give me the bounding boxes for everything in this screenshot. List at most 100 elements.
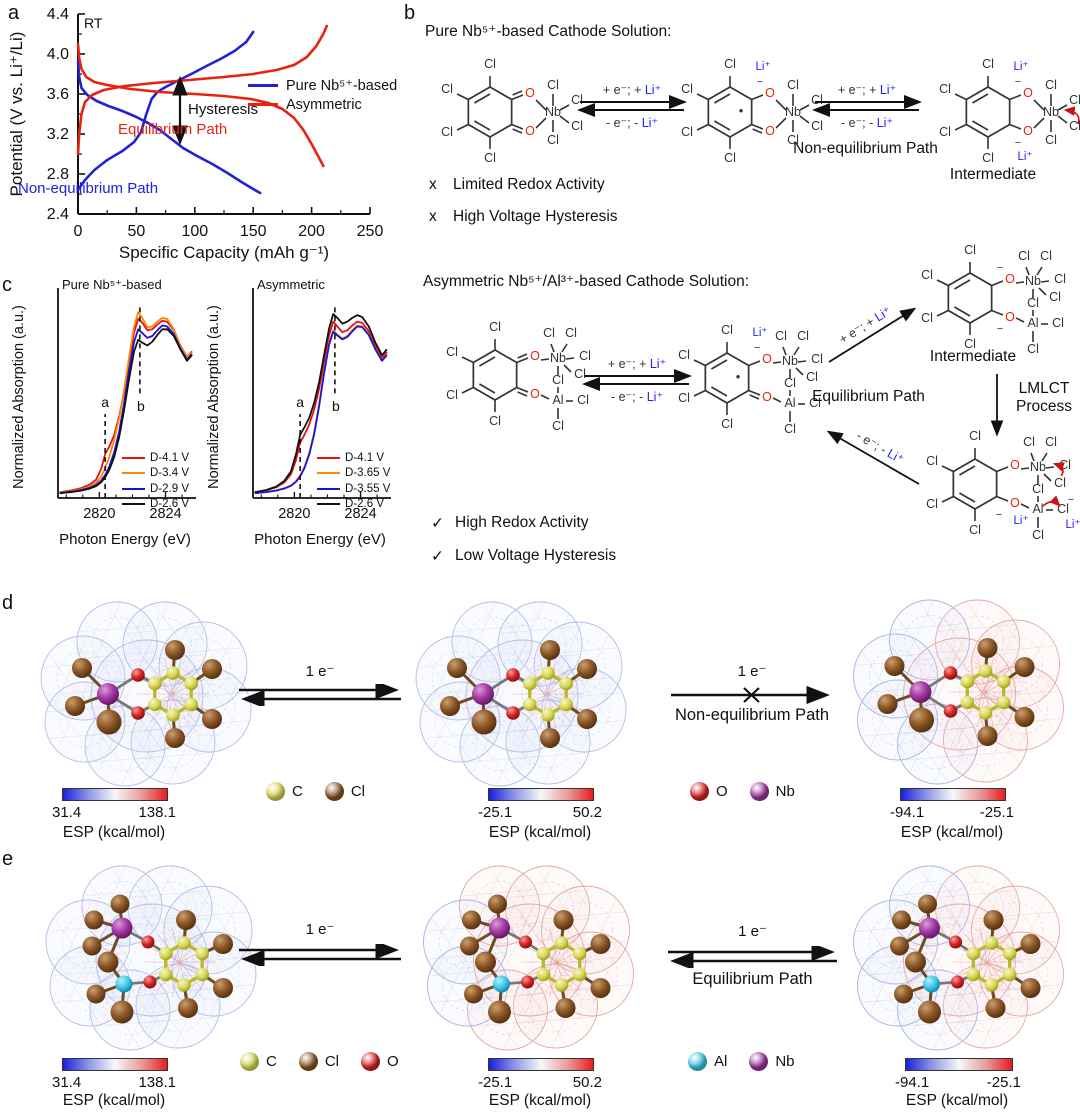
esp-ring	[971, 677, 1000, 707]
mesh-inner	[56, 651, 110, 705]
ring-bond	[952, 458, 976, 473]
atom-O	[143, 975, 157, 989]
esp-ring	[158, 679, 188, 709]
mesh-chord	[53, 637, 87, 707]
atom-label-cl: Cl	[547, 133, 559, 147]
ring-bond	[947, 309, 971, 324]
atom-Cl	[178, 998, 198, 1018]
atom-label-cl: Cl	[489, 414, 501, 428]
esp-molecule-d-neutral	[415, 601, 627, 787]
bond	[799, 115, 810, 124]
mesh-chord	[526, 965, 560, 1035]
atom-Nb	[97, 683, 119, 705]
atom-Nb	[919, 917, 940, 939]
atom-O	[951, 975, 964, 989]
bond	[954, 123, 967, 131]
atom-label-minus: −	[997, 323, 1003, 335]
legend-item-C: C	[240, 1052, 277, 1071]
mesh-chord	[901, 601, 934, 668]
atom-C	[984, 978, 999, 992]
mesh-blob	[76, 601, 158, 683]
atom-label-li: Li⁺	[1013, 61, 1028, 73]
atom-label-nb: Nb	[1030, 460, 1046, 474]
legend-swatch	[122, 472, 145, 475]
d-arrow1-label: 1 e⁻	[305, 663, 335, 680]
mesh-chord	[431, 918, 477, 982]
bond	[1015, 281, 1025, 284]
atom-O	[943, 666, 958, 680]
atom-label-al: Al	[1032, 502, 1043, 516]
atom-Cl	[890, 936, 909, 956]
atom-label-cl: Cl	[681, 125, 693, 139]
series-Pure Nb⁵⁺-based discharge	[76, 59, 262, 195]
atom-label-cl: Cl	[982, 57, 994, 71]
cbar-max: -25.1	[979, 804, 1014, 821]
atom-Cl	[202, 659, 222, 679]
atom-label-minus: −	[1068, 494, 1074, 506]
atom-Cl	[540, 728, 560, 748]
mesh-chord	[550, 686, 595, 750]
atom-Cl	[165, 728, 185, 748]
checklist-mark: x	[429, 208, 437, 225]
mesh-chord	[510, 603, 544, 673]
legend-item-Cl: Cl	[324, 782, 365, 801]
mesh-chord	[435, 963, 478, 1024]
mesh-chord	[897, 617, 940, 678]
bond	[793, 346, 800, 356]
atom-sphere-Al	[688, 1052, 707, 1071]
ring-double-bond	[711, 386, 728, 397]
mesh-chord	[1004, 622, 1051, 689]
legend-row: D-2.6 V	[317, 497, 390, 513]
x-tick-label: 0	[74, 223, 83, 240]
mesh-chord	[62, 947, 94, 1014]
mesh-chord	[457, 948, 500, 1009]
atom-O	[949, 935, 962, 949]
bond	[516, 386, 529, 393]
ring-bond	[729, 86, 753, 101]
mesh-blob	[135, 963, 221, 1049]
atom-C	[184, 676, 198, 691]
molecule-asym	[423, 865, 634, 1051]
mesh-chord	[513, 884, 559, 948]
ring-bond	[467, 123, 491, 138]
mesh-chord	[130, 890, 207, 898]
arrow	[826, 430, 920, 485]
atom-label-cl: Cl	[809, 396, 821, 410]
mesh-blob	[943, 963, 1028, 1049]
mesh-chord	[905, 721, 948, 782]
atom-Cl	[590, 934, 611, 954]
bond	[1041, 452, 1048, 462]
xas-chart-pure: 2820 2824 a b Pure Nb⁵⁺-based Photon Energy (…	[11, 277, 196, 548]
atom-sphere-O	[690, 782, 709, 801]
d-colorbar-2	[488, 788, 594, 801]
ring-bond	[467, 86, 491, 101]
panel-label-a: a	[8, 2, 20, 24]
ring-bond	[987, 123, 1011, 138]
backward-arrow-label: - e⁻; - Li⁺	[611, 390, 663, 404]
mesh-chord	[943, 884, 989, 948]
legend-label: Asymmetric	[286, 96, 362, 113]
atom-Cl	[213, 978, 233, 998]
atom-Cl	[553, 910, 574, 930]
double-bond	[752, 128, 763, 134]
mesh-chord	[865, 963, 908, 1024]
esp-ring	[533, 679, 563, 709]
esp-spoke	[179, 961, 203, 991]
y-tick-label: 4.4	[47, 6, 69, 23]
panel-b-reaction-schemes: Cl Cl Cl Cl O O Nb Cl Cl Cl Cl + e⁻; + Li⁺ - e⁻; - L…	[395, 0, 1080, 590]
bond	[511, 123, 524, 130]
bond	[954, 93, 967, 101]
atom-label-cl: Cl	[1018, 249, 1030, 263]
atom-C	[978, 706, 993, 720]
mesh-chord	[464, 755, 538, 763]
legend-label: D-3.65 V	[345, 467, 391, 480]
atom-label-al: Al	[552, 393, 563, 407]
atom-Cl	[110, 1000, 134, 1024]
legend-label: O	[716, 783, 728, 800]
mesh-chord	[966, 868, 1012, 932]
x-axis-label: Photon Energy (eV)	[254, 531, 386, 548]
cross-x	[743, 687, 760, 703]
bond	[751, 123, 764, 130]
atom-C	[166, 666, 180, 680]
